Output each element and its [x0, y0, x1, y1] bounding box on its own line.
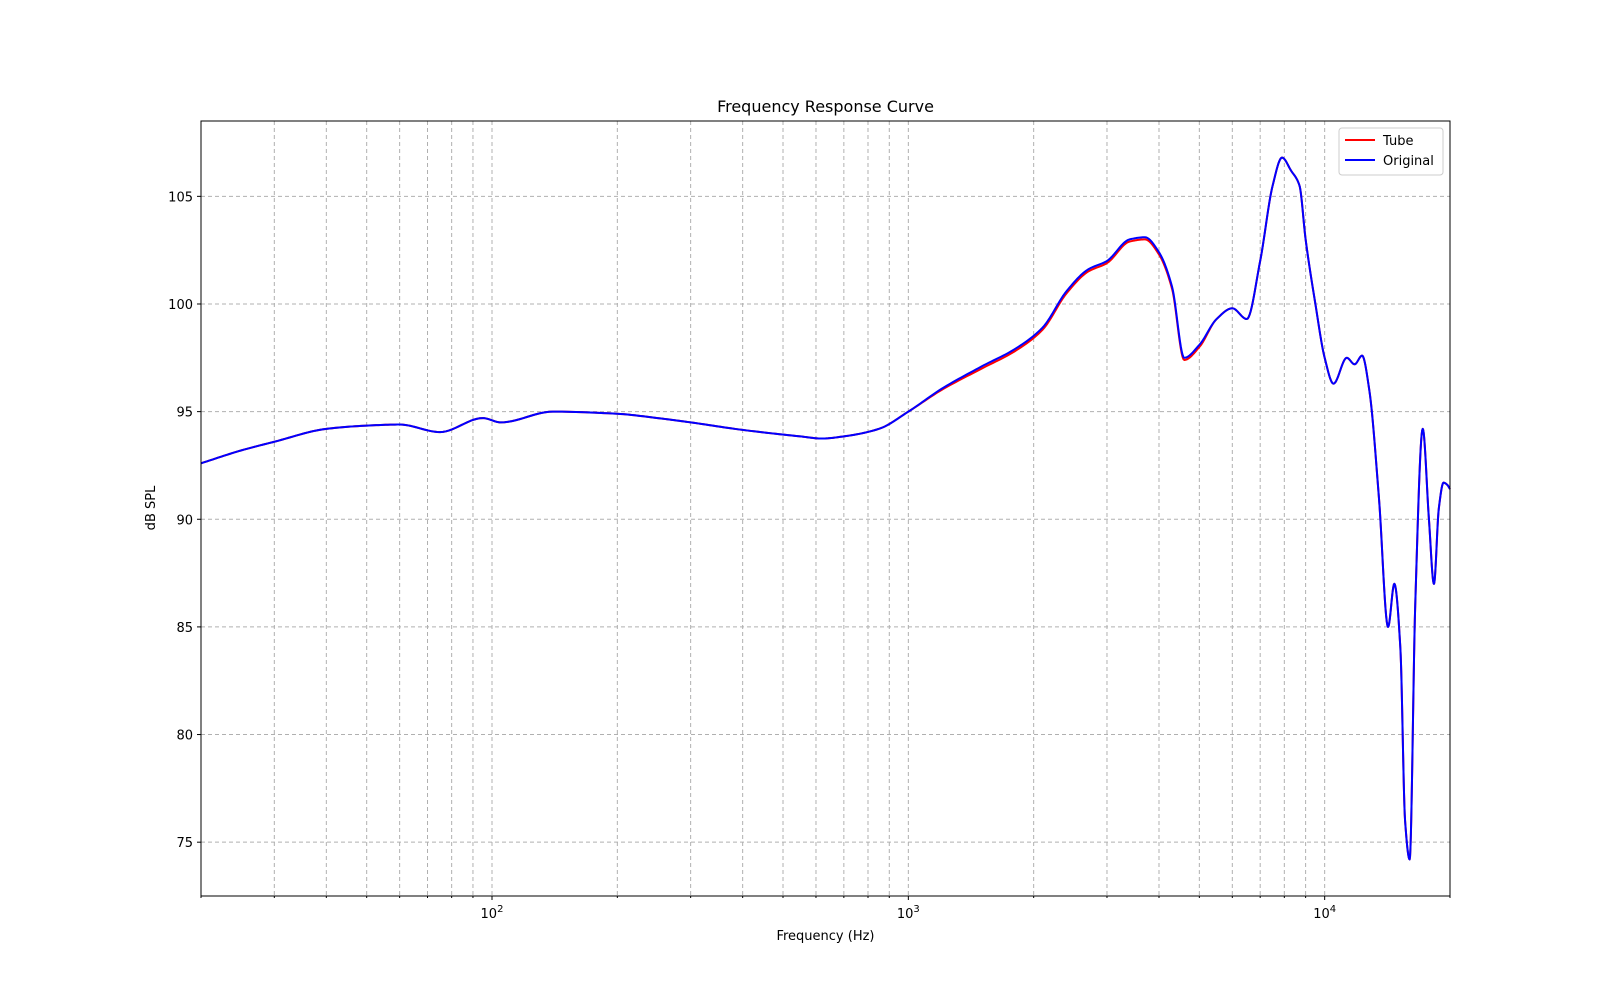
y-tick-label: 95 [176, 406, 193, 421]
y-tick-label: 100 [168, 298, 193, 313]
y-axis-label: dB SPL [144, 485, 159, 530]
axis-ticks: 102 103 104 75 80 85 90 95 100 105 [168, 190, 1451, 922]
x-tick-label: 102 [481, 904, 504, 922]
x-axis-label: Frequency (Hz) [776, 929, 874, 944]
chart-title: Frequency Response Curve [717, 97, 934, 116]
series-lines [200, 156, 1451, 861]
x-tick-label: 104 [1313, 904, 1336, 922]
y-tick-label: 105 [168, 190, 193, 205]
x-tick-label: 103 [897, 904, 920, 922]
y-tick-label: 75 [176, 836, 193, 851]
plot-frame [200, 120, 1451, 897]
y-tick-label: 80 [176, 729, 193, 744]
legend-label-original: Original [1383, 154, 1434, 169]
y-tick-label: 85 [176, 621, 193, 636]
grid [200, 121, 1451, 896]
series-line-original [200, 156, 1451, 861]
legend: Tube Original [1338, 127, 1444, 176]
y-tick-label: 90 [176, 513, 193, 528]
legend-label-tube: Tube [1382, 134, 1413, 149]
